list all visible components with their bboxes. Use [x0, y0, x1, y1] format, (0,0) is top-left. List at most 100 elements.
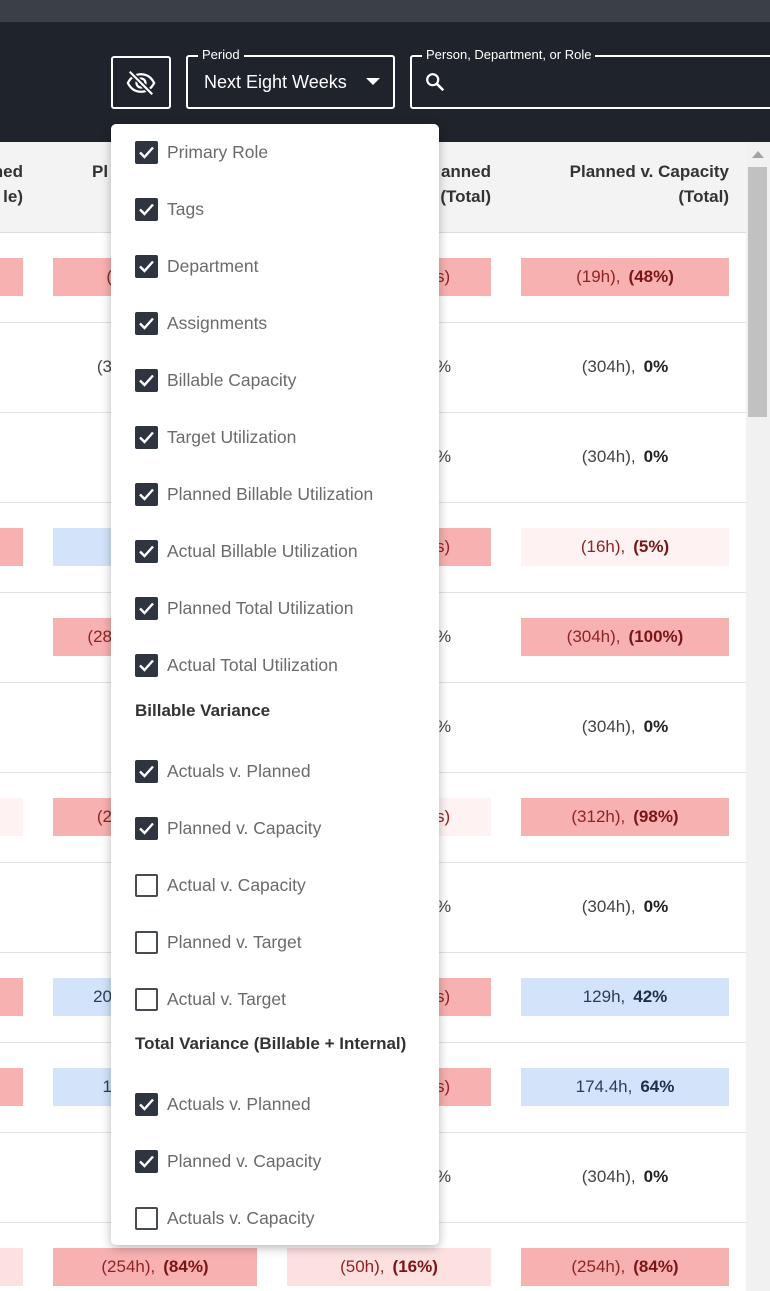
cell: 174.4h, 64% — [521, 1068, 729, 1106]
scrollbar[interactable] — [746, 142, 770, 1291]
cell-percent: 64% — [640, 1077, 675, 1096]
menu-item-label: Actual v. Target — [167, 989, 286, 1009]
section-title: Total Variance (Billable + Internal) — [135, 1034, 407, 1053]
checkbox-checked[interactable] — [135, 597, 158, 620]
menu-item[interactable]: Assignments — [111, 303, 439, 343]
menu-item[interactable]: Actual v. Target — [111, 979, 439, 1019]
menu-item-label: Actual Billable Utilization — [167, 541, 358, 561]
checkbox-unchecked[interactable] — [135, 874, 158, 897]
search-field[interactable]: Person, Department, or Role — [410, 47, 770, 109]
cell-text: (304h), — [581, 1167, 636, 1186]
checkbox-checked[interactable] — [135, 483, 158, 506]
cell-text: (50h), — [340, 1257, 385, 1276]
menu-item[interactable]: Planned Total Utilization — [111, 588, 439, 628]
cell: (304h), (100%) — [521, 618, 729, 656]
column-header: Planned v. Capacity — [569, 162, 729, 181]
toolbar: Period Next Eight Weeks Person, Departme… — [0, 22, 770, 142]
cell-percent: (16%) — [392, 1257, 438, 1276]
cell: (254h), (84%) — [53, 1248, 257, 1286]
cell: (304h), 0% — [521, 348, 729, 386]
menu-item-label: Planned v. Target — [167, 932, 302, 952]
menu-item[interactable]: Planned v. Capacity — [111, 1141, 439, 1181]
cell-text: % — [436, 357, 452, 376]
cell — [0, 618, 23, 656]
cell-percent: (100%) — [628, 627, 684, 646]
menu-item[interactable]: Target Utilization — [111, 417, 439, 457]
scroll-up[interactable] — [752, 151, 764, 158]
menu-item[interactable]: Primary Role — [111, 132, 439, 172]
checkbox-checked[interactable] — [135, 426, 158, 449]
menu-item[interactable]: Department — [111, 246, 439, 286]
cell: (312h), (98%) — [521, 798, 729, 836]
cell — [0, 528, 23, 566]
caret — [366, 78, 380, 85]
checkbox-checked[interactable] — [135, 540, 158, 563]
check-icon — [139, 146, 154, 159]
check-icon — [139, 545, 154, 558]
checkbox-checked[interactable] — [135, 369, 158, 392]
checkbox-unchecked[interactable] — [135, 988, 158, 1011]
menu-item[interactable]: Tags — [111, 189, 439, 229]
cell-text: 1 — [102, 1077, 112, 1096]
menu-item[interactable]: Actuals v. Capacity — [111, 1198, 439, 1238]
column-header: (Total) — [678, 187, 729, 206]
cell-text: (254h), — [571, 1257, 626, 1276]
column-header: Pl — [92, 162, 109, 181]
eye-off-icon — [126, 69, 156, 97]
menu-item-label: Department — [167, 256, 259, 276]
checkbox-checked[interactable] — [135, 1093, 158, 1116]
cell-percent: (84%) — [633, 1257, 679, 1276]
cell-percent: 0% — [643, 717, 669, 736]
cell — [0, 1248, 23, 1286]
cell-text: % — [436, 627, 452, 646]
period-select[interactable]: Period Next Eight Weeks — [186, 47, 395, 109]
cell-text: 129h, — [582, 987, 626, 1006]
checkbox-checked[interactable] — [135, 760, 158, 783]
checkbox-checked[interactable] — [135, 654, 158, 677]
cell-text: % — [436, 1167, 452, 1186]
menu-item-label: Actuals v. Planned — [167, 1094, 311, 1114]
cell-text: 20 — [93, 987, 112, 1006]
menu-item-label: Target Utilization — [167, 427, 297, 447]
menu-item[interactable]: Actual Total Utilization — [111, 645, 439, 685]
cell-percent: 0% — [643, 357, 669, 376]
cell-text: (2 — [96, 807, 112, 826]
column-header: ned — [0, 162, 23, 181]
cell-text: (304h), — [566, 627, 621, 646]
cell-text: (304h), — [581, 357, 636, 376]
cell-text: (19h), — [576, 267, 621, 286]
checkbox-unchecked[interactable] — [135, 1207, 158, 1230]
cell-text: (28 — [87, 627, 112, 646]
scroll-thumb[interactable] — [748, 167, 767, 417]
cell — [0, 438, 23, 476]
menu-item-label: Planned v. Capacity — [167, 818, 322, 838]
checkbox-checked[interactable] — [135, 1150, 158, 1173]
menu-item-label: Actual Total Utilization — [167, 655, 338, 675]
cell-percent: 0% — [643, 897, 669, 916]
cell-text: % — [436, 717, 452, 736]
menu-item[interactable]: Actuals v. Planned — [111, 1084, 439, 1124]
menu-item[interactable]: Planned v. Capacity — [111, 808, 439, 848]
checkbox-checked[interactable] — [135, 255, 158, 278]
checkbox-checked[interactable] — [135, 141, 158, 164]
checkbox-checked[interactable] — [135, 198, 158, 221]
cell — [0, 1068, 23, 1106]
menu-item[interactable]: Actuals v. Planned — [111, 751, 439, 791]
cell-text: (16h), — [580, 537, 626, 556]
menu-item-label: Planned Total Utilization — [167, 598, 354, 618]
checkbox-unchecked[interactable] — [135, 931, 158, 954]
cell-text: ( — [106, 267, 112, 286]
menu-item[interactable]: Billable Capacity — [111, 360, 439, 400]
menu-item[interactable]: Actual Billable Utilization — [111, 531, 439, 571]
checkbox-checked[interactable] — [135, 817, 158, 840]
cell: % — [287, 348, 491, 386]
menu-item[interactable]: Planned v. Target — [111, 922, 439, 962]
cell — [0, 1158, 23, 1196]
cell-text: % — [436, 897, 452, 916]
menu-item[interactable]: Planned Billable Utilization — [111, 474, 439, 514]
menu-item[interactable]: Actual v. Capacity — [111, 865, 439, 905]
cell: (16h), (5%) — [521, 528, 729, 566]
hide-columns-button[interactable] — [111, 56, 171, 109]
checkbox-checked[interactable] — [135, 312, 158, 335]
period-value: Next Eight Weeks — [204, 72, 347, 92]
